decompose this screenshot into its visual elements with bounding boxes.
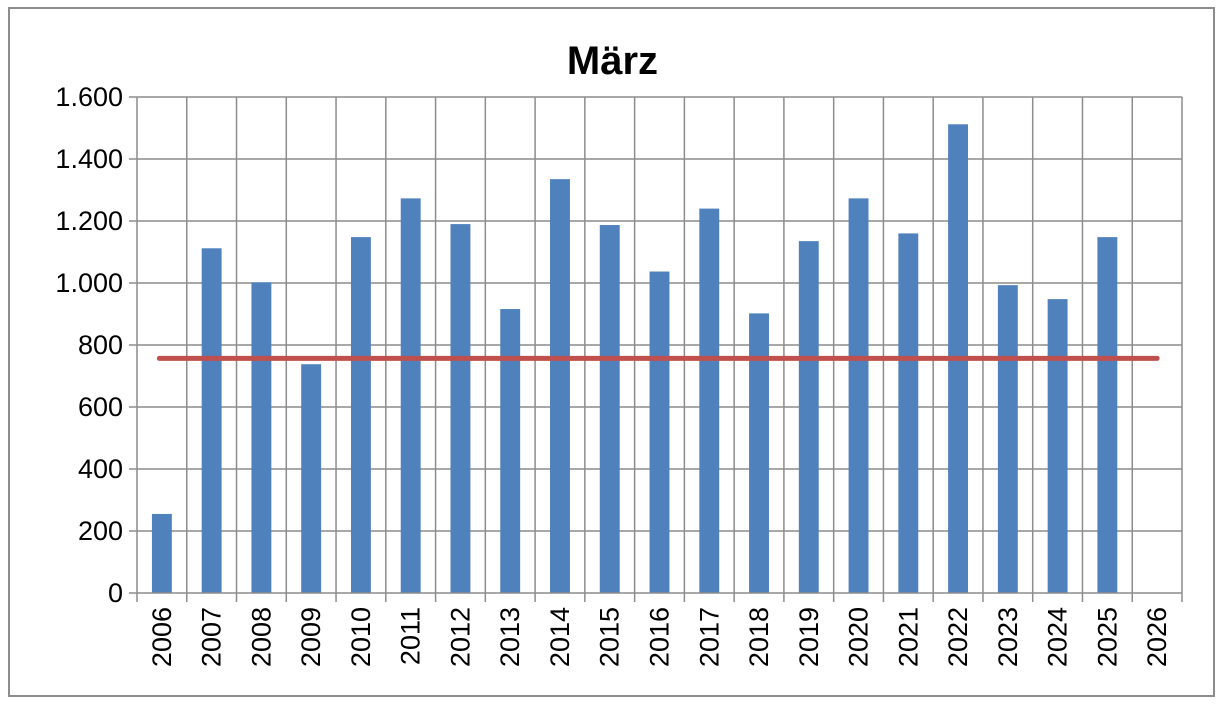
bar-2013	[500, 309, 521, 593]
x-tick-label: 2014	[545, 607, 575, 667]
x-tick-label: 2023	[993, 607, 1023, 667]
x-tick-label: 2016	[645, 607, 675, 667]
bar-2021	[898, 233, 919, 593]
bar-2006	[151, 513, 172, 593]
bar-2025	[1097, 237, 1118, 593]
y-tick-label: 800	[78, 330, 123, 360]
y-tick-label: 0	[108, 578, 123, 608]
bar-2009	[301, 364, 322, 593]
bar-2016	[649, 271, 670, 593]
x-tick-label: 2020	[844, 607, 874, 667]
y-tick-label: 1.600	[55, 82, 123, 112]
x-tick-label: 2021	[893, 607, 923, 667]
axes	[129, 96, 1183, 602]
bar-2012	[450, 224, 471, 593]
x-tick-label: 2024	[1043, 607, 1073, 667]
bar-2008	[251, 282, 272, 593]
bar-2011	[400, 198, 421, 593]
x-tick-label: 2018	[744, 607, 774, 667]
x-tick-label: 2007	[197, 607, 227, 667]
bar-2023	[997, 285, 1018, 593]
x-tick-label: 2013	[495, 607, 525, 667]
x-tick-label: 2008	[246, 607, 276, 667]
y-tick-label: 400	[78, 454, 123, 484]
x-tick-label: 2022	[943, 607, 973, 667]
x-tick-label: 2015	[595, 607, 625, 667]
bar-2019	[798, 241, 819, 593]
chart-title: März	[566, 39, 659, 83]
x-tick-label: 2019	[794, 607, 824, 667]
bars	[151, 124, 1118, 593]
bar-2018	[749, 313, 769, 593]
bar-2017	[699, 208, 720, 593]
x-tick-label: 2009	[296, 607, 326, 667]
x-tick-label: 2017	[694, 607, 724, 667]
y-tick-label: 1.200	[55, 206, 123, 236]
bar-2010	[350, 237, 371, 593]
x-tick-label: 2025	[1092, 607, 1122, 667]
x-tick-label: 2011	[396, 607, 426, 665]
x-tick-label: 2012	[445, 607, 475, 667]
bar-2014	[550, 179, 570, 593]
y-tick-label: 600	[78, 392, 123, 422]
y-tick-label: 200	[78, 516, 123, 546]
x-tick-label: 2026	[1142, 607, 1172, 667]
bar-2007	[201, 248, 222, 593]
x-tick-label: 2010	[346, 607, 376, 667]
bar-2015	[599, 225, 620, 593]
y-tick-label: 1.400	[55, 144, 123, 174]
bar-2020	[848, 198, 869, 593]
y-tick-labels: 0 200 400 600 800 1.000 1.200 1.400 1.600	[55, 82, 123, 608]
bar-2024	[1047, 299, 1068, 593]
y-tick-label: 1.000	[55, 268, 123, 298]
x-tick-label: 2006	[147, 607, 177, 667]
x-tick-labels: 2006 2007 2008 2009 2010 2011 2012 2013 2014 2015…	[147, 607, 1172, 667]
